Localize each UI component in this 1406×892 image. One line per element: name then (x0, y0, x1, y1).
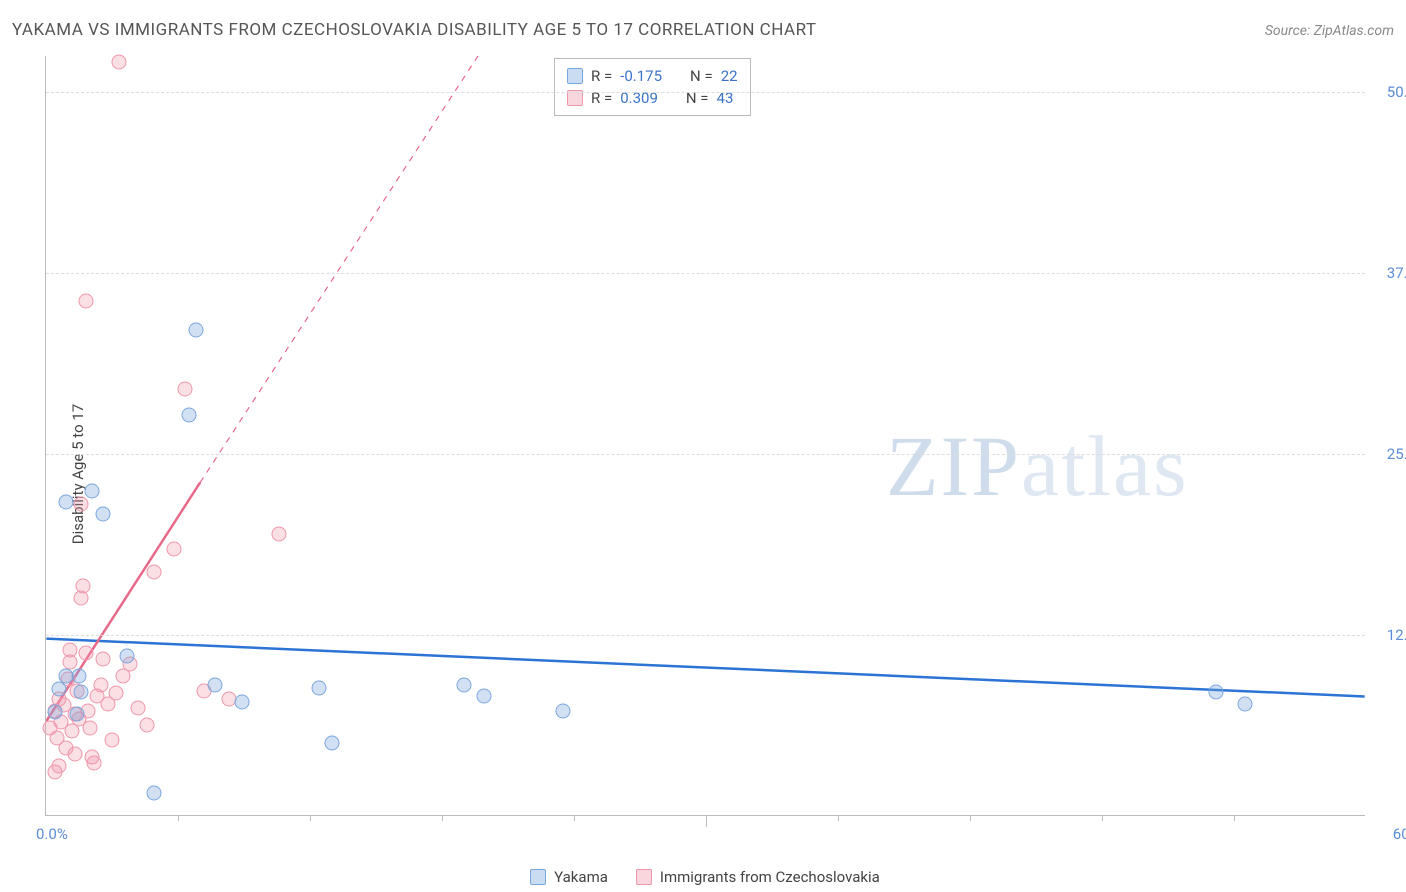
stats-legend-row: R =0.309N =43 (567, 87, 738, 109)
data-point (85, 483, 100, 498)
x-tick (178, 815, 179, 821)
data-point (83, 721, 98, 736)
x-tick (310, 815, 311, 821)
legend-label: Immigrants from Czechoslovakia (660, 868, 880, 886)
data-point (74, 496, 89, 511)
x-tick (442, 815, 443, 821)
data-point (76, 579, 91, 594)
y-tick-label: 25.0% (1371, 445, 1406, 463)
data-point (78, 294, 93, 309)
data-point (111, 55, 126, 70)
x-max-label: 60.0% (1377, 825, 1406, 843)
legend-item: Immigrants from Czechoslovakia (636, 868, 880, 886)
data-point (69, 706, 84, 721)
data-point (208, 677, 223, 692)
data-point (1238, 696, 1253, 711)
data-point (67, 747, 82, 762)
trend-line (200, 56, 478, 482)
data-point (556, 703, 571, 718)
data-point (325, 735, 340, 750)
data-point (52, 682, 67, 697)
watermark: ZIPatlas (886, 416, 1189, 516)
data-point (182, 408, 197, 423)
data-point (87, 755, 102, 770)
legend-swatch (567, 68, 583, 84)
stats-legend-row: R = -0.175 N = 22 (567, 65, 738, 87)
x-tick (1234, 815, 1235, 821)
x-tick (970, 815, 971, 821)
data-point (234, 695, 249, 710)
y-tick-label: 50.0% (1371, 83, 1406, 101)
data-point (476, 689, 491, 704)
data-point (96, 651, 111, 666)
data-point (94, 677, 109, 692)
x-tick (574, 815, 575, 821)
data-point (58, 669, 73, 684)
data-point (58, 495, 73, 510)
data-point (120, 648, 135, 663)
n-label: N = (690, 67, 713, 85)
data-point (146, 786, 161, 801)
data-point (140, 718, 155, 733)
data-point (74, 684, 89, 699)
data-point (188, 323, 203, 338)
chart-container: Disability Age 5 to 17 ZIPatlas R =-0.17… (0, 56, 1406, 892)
data-point (131, 700, 146, 715)
y-tick-label: 12.5% (1371, 626, 1406, 644)
x-tick (838, 815, 839, 821)
source-credit: Source: ZipAtlas.com (1265, 23, 1394, 39)
data-point (72, 669, 87, 684)
gridline-h (46, 454, 1365, 455)
gridline-h (46, 635, 1365, 636)
n-value: 22 (721, 67, 738, 85)
data-point (177, 382, 192, 397)
data-point (311, 680, 326, 695)
data-point (47, 705, 62, 720)
series-legend: Yakama Immigrants from Czechoslovakia (45, 868, 1365, 886)
data-point (146, 564, 161, 579)
data-point (1209, 684, 1224, 699)
data-point (457, 677, 472, 692)
data-point (272, 527, 287, 542)
legend-swatch (530, 869, 546, 885)
data-point (166, 541, 181, 556)
legend-label: Yakama (554, 868, 608, 886)
data-point (105, 732, 120, 747)
data-point (96, 506, 111, 521)
gridline-h (46, 273, 1365, 274)
y-tick-label: 37.5% (1371, 264, 1406, 282)
legend-item: Yakama (530, 868, 608, 886)
stats-legend: R = -0.175 N = 22 R =0.309N =43 (554, 58, 751, 116)
data-point (47, 764, 62, 779)
data-point (109, 686, 124, 701)
r-value: -0.175 (620, 67, 662, 85)
x-min-label: 0.0% (36, 825, 68, 843)
data-point (63, 642, 78, 657)
data-point (78, 645, 93, 660)
trend-line (46, 639, 1364, 697)
chart-title: YAKAMA VS IMMIGRANTS FROM CZECHOSLOVAKIA… (12, 20, 817, 40)
legend-swatch (636, 869, 652, 885)
x-tick (1102, 815, 1103, 821)
x-tick-major (706, 815, 707, 827)
r-label: R = (591, 67, 612, 85)
plot-area: ZIPatlas R =-0.175N =22R =0.309N =43 0.0… (45, 56, 1365, 816)
gridline-h (46, 92, 1365, 93)
